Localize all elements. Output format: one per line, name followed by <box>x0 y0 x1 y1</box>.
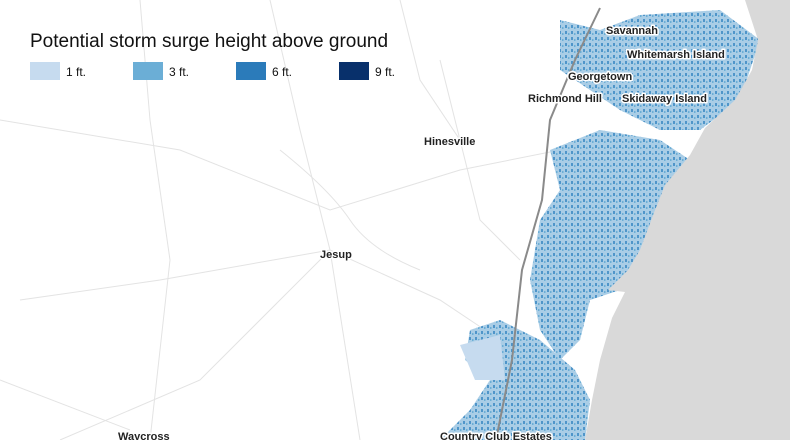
ocean <box>585 0 790 440</box>
roads <box>0 0 561 440</box>
legend-title: Potential storm surge height above groun… <box>30 31 388 52</box>
legend-swatch <box>133 62 163 80</box>
place-label: Georgetown <box>568 71 632 83</box>
place-label: Waycross <box>118 431 170 440</box>
legend-swatch <box>339 62 369 80</box>
place-label: Skidaway Island <box>622 93 707 105</box>
interstate <box>495 7 601 440</box>
place-label: Country Club Estates <box>440 431 552 440</box>
legend-swatch <box>236 62 266 80</box>
place-label: Hinesville <box>424 136 475 148</box>
legend-label: 3 ft. <box>169 65 189 79</box>
place-labels: Savannah Whitemarsh Island Georgetown Richm… <box>117 24 727 440</box>
surge-area <box>440 10 760 440</box>
legend-label: 6 ft. <box>272 65 292 79</box>
place-label: Richmond Hill <box>528 93 602 105</box>
legend: 1 ft. 3 ft. 6 ft. 9 ft. <box>30 62 395 80</box>
legend-label: 1 ft. <box>66 65 86 79</box>
place-label: Savannah <box>606 25 658 37</box>
place-label: Jesup <box>320 249 352 261</box>
place-label: Whitemarsh Island <box>627 49 725 61</box>
legend-swatch <box>30 62 60 80</box>
legend-label: 9 ft. <box>375 65 395 79</box>
